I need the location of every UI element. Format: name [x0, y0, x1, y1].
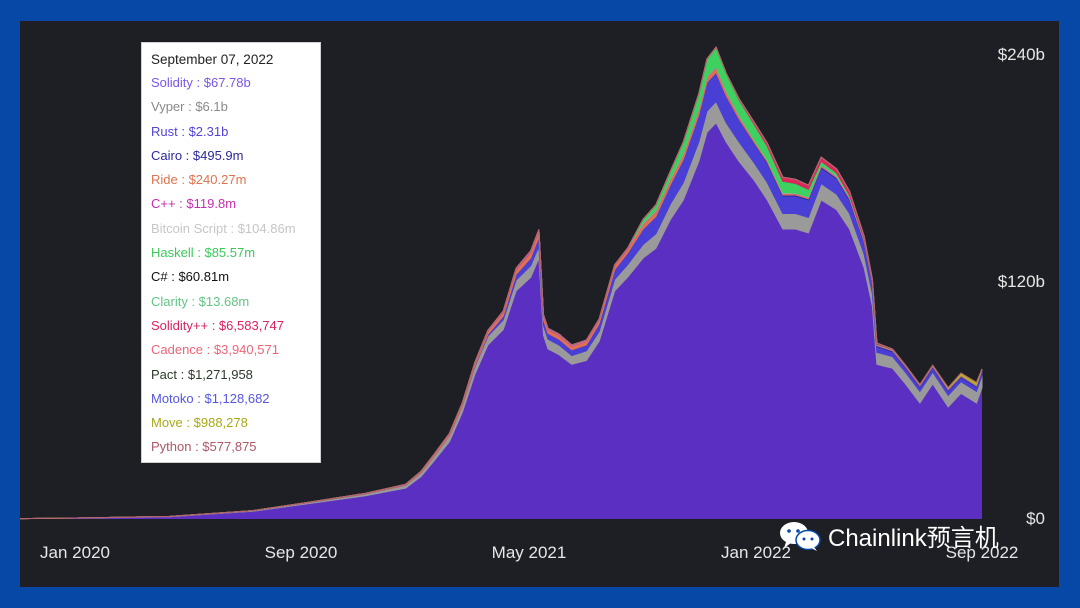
x-tick-label: Sep 2022: [945, 543, 1019, 562]
watermark-text: Chainlink预言机: [828, 525, 999, 552]
tooltip-row: C# : $60.81m: [151, 269, 230, 285]
tooltip-row: Move : $988,278: [151, 415, 248, 431]
tooltip-row: Cadence : $3,940,571: [151, 342, 279, 358]
tooltip-row: Rust : $2.31b: [151, 123, 229, 139]
tooltip-row: Pact : $1,271,958: [151, 366, 253, 382]
series-area-python: [20, 46, 983, 520]
tooltip-row: Solidity++ : $6,583,747: [151, 317, 284, 333]
tooltip-row: Clarity : $13.68m: [151, 293, 250, 309]
tooltip-row: C++ : $119.8m: [151, 196, 237, 212]
tooltip-row: Solidity : $67.78b: [151, 75, 251, 90]
wechat-icon: [780, 521, 821, 551]
watermark: Chainlink预言机: [778, 518, 999, 553]
tooltip-row: Ride : $240.27m: [151, 172, 247, 188]
tooltip-rows: Solidity : $67.78b Vyper : $6.1b Rust : $2…: [151, 75, 311, 464]
x-tick-label: May 2021: [491, 543, 567, 562]
tooltip-date: September 07, 2022: [151, 52, 274, 67]
x-tick-label: Jan 2020: [40, 543, 110, 562]
x-tick-label: Sep 2020: [264, 543, 338, 562]
tooltip-row: Cairo : $495.9m: [151, 147, 244, 163]
tooltip-row: Haskell : $85.57m: [151, 245, 256, 261]
area-chart: [20, 46, 983, 520]
tooltip-row: Motoko : $1,128,682: [151, 390, 270, 406]
tooltip: September 07, 2022 Solidity : $67.78b Vyp…: [141, 42, 321, 463]
series-area-solidity: [20, 122, 982, 519]
tooltip-row: Vyper : $6.1b: [151, 99, 228, 115]
y-tick-label: $0: [1026, 509, 1045, 528]
tooltip-row: Python : $577,875: [151, 439, 257, 455]
y-tick-label: $120b: [997, 272, 1045, 291]
series-areas: [20, 46, 983, 520]
tooltip-row: Bitcoin Script : $104.86m: [151, 220, 296, 236]
chart-frame: $240b $120b $0 Jan 2020 Sep 2020 May 2021 Jan…: [20, 21, 1059, 587]
x-tick-label: Jan 2022: [721, 543, 791, 562]
y-tick-label: $240b: [997, 45, 1045, 64]
